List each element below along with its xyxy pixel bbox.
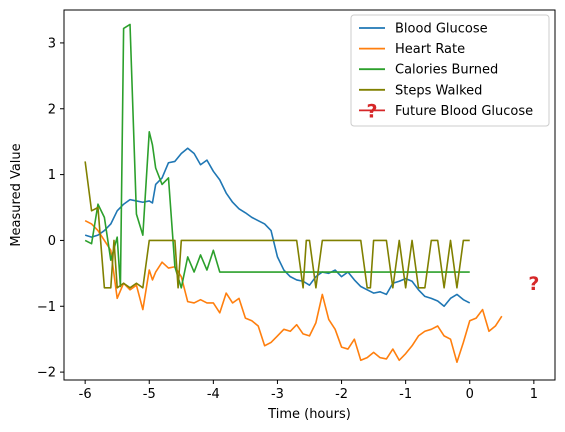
x-tick-label: -3 xyxy=(271,387,284,402)
x-tick-label: -6 xyxy=(79,387,92,402)
y-tick-label: 0 xyxy=(48,234,56,249)
legend-label-heart-rate: Heart Rate xyxy=(395,42,465,57)
x-tick-label: -1 xyxy=(399,387,412,402)
legend-marker-future-blood-glucose: ? xyxy=(366,100,377,122)
y-tick-label: 2 xyxy=(48,102,56,117)
x-tick-label: 1 xyxy=(530,387,538,402)
legend-frame xyxy=(350,14,550,127)
legend: Blood Glucose Heart Rate Calories Burned St… xyxy=(350,14,550,127)
y-tick-label: −2 xyxy=(37,366,56,381)
x-tick-label: -4 xyxy=(207,387,220,402)
legend-label-calories-burned: Calories Burned xyxy=(395,63,498,78)
x-axis-ticks: -6 -5 -4 -3 -2 -1 0 1 xyxy=(79,380,538,402)
y-axis-label: Measured Value xyxy=(9,143,24,246)
y-tick-label: −1 xyxy=(37,300,56,315)
y-tick-label: 1 xyxy=(48,168,56,183)
y-axis-ticks: −2 −1 0 1 2 3 xyxy=(37,36,64,381)
series-layer xyxy=(84,23,503,364)
x-axis-label: Time (hours) xyxy=(267,407,351,422)
x-tick-label: -5 xyxy=(143,387,156,402)
steps-walked-line xyxy=(84,161,470,289)
future-blood-glucose-marker: ? xyxy=(528,273,539,295)
legend-label-blood-glucose: Blood Glucose xyxy=(395,22,488,37)
marker-layer: ? xyxy=(528,273,539,295)
heart-rate-line xyxy=(84,219,503,364)
plot-frame xyxy=(63,9,556,381)
legend-label-future-blood-glucose: Future Blood Glucose xyxy=(395,104,533,119)
y-tick-label: 3 xyxy=(48,36,56,51)
legend-label-steps-walked: Steps Walked xyxy=(395,83,482,98)
x-tick-label: 0 xyxy=(466,387,474,402)
x-tick-label: -2 xyxy=(335,387,348,402)
